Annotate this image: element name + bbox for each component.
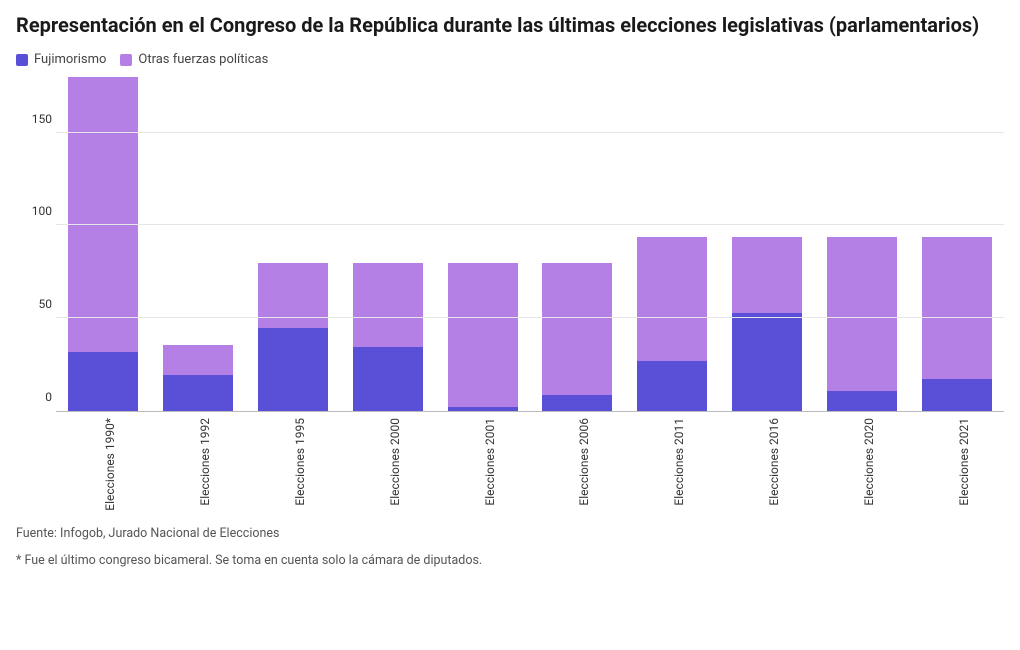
bar-segment-fujimorismo bbox=[732, 313, 802, 411]
bar-segment-fujimorismo bbox=[448, 407, 518, 411]
x-label-slot: Elecciones 2006 bbox=[530, 412, 625, 517]
footnote-note: * Fue el último congreso bicameral. Se t… bbox=[16, 552, 1004, 571]
bar-slot bbox=[530, 77, 625, 411]
x-label-slot: Elecciones 2020 bbox=[814, 412, 909, 517]
bar-segment-fujimorismo bbox=[827, 391, 897, 411]
bar-slot bbox=[625, 77, 720, 411]
x-label-slot: Elecciones 2021 bbox=[909, 412, 1004, 517]
chart-title: Representación en el Congreso de la Repú… bbox=[16, 12, 1004, 38]
bar-segment-otras bbox=[922, 237, 992, 379]
bar-slot bbox=[56, 77, 151, 411]
x-label-slot: Elecciones 1992 bbox=[151, 412, 246, 517]
bar-segment-fujimorismo bbox=[637, 361, 707, 411]
bar-segment-fujimorismo bbox=[353, 347, 423, 411]
gridline bbox=[56, 317, 1004, 318]
bars-container bbox=[56, 77, 1004, 411]
bar-segment-otras bbox=[68, 77, 138, 352]
legend-swatch-fujimorismo bbox=[16, 54, 28, 66]
x-label-slot: Elecciones 2001 bbox=[435, 412, 530, 517]
bar-segment-fujimorismo bbox=[163, 375, 233, 411]
bar-slot bbox=[340, 77, 435, 411]
bar-segment-otras bbox=[353, 263, 423, 347]
x-label-slot: Elecciones 1990* bbox=[56, 412, 151, 517]
legend-item-otras: Otras fuerzas políticas bbox=[120, 52, 268, 67]
x-label-slot: Elecciones 2011 bbox=[625, 412, 720, 517]
legend-item-fujimorismo: Fujimorismo bbox=[16, 52, 106, 67]
bar bbox=[922, 170, 992, 411]
bar-segment-otras bbox=[542, 263, 612, 395]
gridline bbox=[56, 132, 1004, 133]
chart-area: 050100150 Elecciones 1990*Elecciones 199… bbox=[16, 77, 1004, 517]
bar bbox=[637, 170, 707, 411]
x-tick-label: Elecciones 2020 bbox=[862, 418, 876, 506]
bar-segment-otras bbox=[258, 263, 328, 329]
bar-segment-otras bbox=[448, 263, 518, 408]
bar-slot bbox=[246, 77, 341, 411]
y-tick-label: 150 bbox=[20, 112, 52, 126]
x-label-slot: Elecciones 2000 bbox=[340, 412, 435, 517]
bar-segment-otras bbox=[163, 345, 233, 375]
y-tick-label: 100 bbox=[20, 204, 52, 218]
bar bbox=[258, 188, 328, 411]
bar-slot bbox=[435, 77, 530, 411]
bar bbox=[448, 188, 518, 411]
bar-slot bbox=[909, 77, 1004, 411]
bar-segment-fujimorismo bbox=[922, 379, 992, 411]
bar-segment-otras bbox=[827, 237, 897, 391]
x-tick-label: Elecciones 1990* bbox=[103, 418, 117, 511]
x-label-slot: Elecciones 2016 bbox=[720, 412, 815, 517]
legend-label-fujimorismo: Fujimorismo bbox=[34, 52, 106, 67]
bar bbox=[353, 188, 423, 411]
bar-segment-otras bbox=[637, 237, 707, 362]
bar-slot bbox=[720, 77, 815, 411]
bar-segment-fujimorismo bbox=[258, 328, 328, 411]
bar-slot bbox=[151, 77, 246, 411]
x-tick-label: Elecciones 2006 bbox=[577, 418, 591, 506]
bar bbox=[732, 170, 802, 411]
bar bbox=[542, 188, 612, 411]
x-tick-label: Elecciones 1992 bbox=[198, 418, 212, 506]
x-axis-labels: Elecciones 1990* Elecciones 1992 Eleccione… bbox=[56, 412, 1004, 517]
plot-area: 050100150 bbox=[56, 77, 1004, 412]
legend-label-otras: Otras fuerzas políticas bbox=[138, 52, 268, 67]
bar-segment-otras bbox=[732, 237, 802, 313]
x-tick-label: Elecciones 2001 bbox=[483, 418, 497, 506]
y-tick-label: 0 bbox=[20, 390, 52, 404]
x-label-slot: Elecciones 1995 bbox=[246, 412, 341, 517]
legend: Fujimorismo Otras fuerzas políticas bbox=[16, 52, 1004, 67]
x-tick-label: Elecciones 2021 bbox=[957, 418, 971, 506]
footnote-source: Fuente: Infogob, Jurado Nacional de Elec… bbox=[16, 525, 1004, 544]
bar bbox=[827, 170, 897, 411]
bar-slot bbox=[814, 77, 909, 411]
x-tick-label: Elecciones 2000 bbox=[388, 418, 402, 506]
bar bbox=[68, 77, 138, 411]
x-tick-label: Elecciones 2016 bbox=[767, 418, 781, 506]
x-tick-label: Elecciones 2011 bbox=[672, 418, 686, 506]
y-tick-label: 50 bbox=[20, 297, 52, 311]
gridline bbox=[56, 224, 1004, 225]
bar-segment-fujimorismo bbox=[542, 395, 612, 411]
x-tick-label: Elecciones 1995 bbox=[293, 418, 307, 506]
bar bbox=[163, 263, 233, 411]
legend-swatch-otras bbox=[120, 54, 132, 66]
bar-segment-fujimorismo bbox=[68, 352, 138, 411]
